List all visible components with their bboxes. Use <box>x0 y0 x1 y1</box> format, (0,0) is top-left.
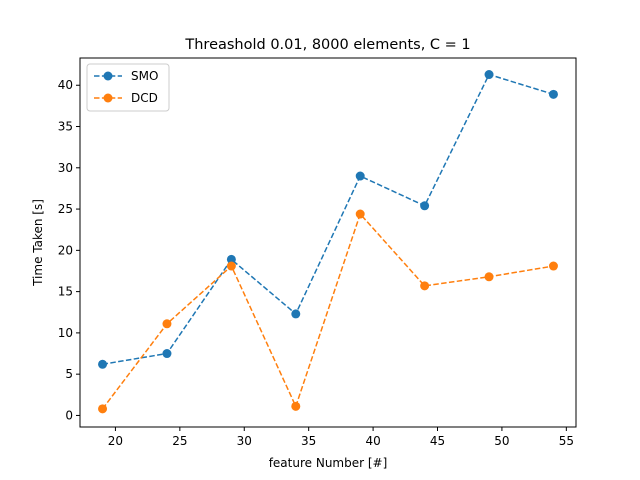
x-tick-label: 55 <box>559 434 574 448</box>
y-tick-label: 15 <box>58 285 73 299</box>
x-tick-label: 50 <box>494 434 509 448</box>
data-point-smo <box>420 201 430 211</box>
series-line-smo <box>102 73 554 365</box>
legend-label: SMO <box>131 69 158 83</box>
x-axis-label: feature Number [#] <box>269 456 388 470</box>
data-point-dcd <box>548 261 558 271</box>
plot-area <box>98 70 558 414</box>
x-axis: 20 25 30 35 40 45 50 55 <box>108 427 574 448</box>
y-tick-label: 10 <box>58 326 73 340</box>
y-tick-label: 20 <box>58 243 73 257</box>
y-tick-label: 30 <box>58 161 73 175</box>
legend-item-smo: SMO <box>94 69 158 83</box>
series-dcd <box>98 209 558 414</box>
data-point-smo <box>484 70 494 80</box>
data-point-dcd <box>226 261 236 271</box>
data-point-dcd <box>162 319 172 329</box>
y-tick-label: 40 <box>58 78 73 92</box>
y-axis-label: Time Taken [s] <box>31 199 45 287</box>
series-line-dcd <box>101 212 554 410</box>
data-point-smo <box>548 89 558 99</box>
data-point-dcd <box>420 281 430 291</box>
series-smo <box>98 70 558 369</box>
x-tick-label: 35 <box>301 434 316 448</box>
legend-item-dcd: DCD <box>94 91 158 105</box>
y-axis: 0 5 10 15 20 25 30 35 40 <box>58 78 80 422</box>
data-point-smo <box>98 359 108 369</box>
data-point-dcd <box>291 401 301 411</box>
data-point-dcd <box>355 209 365 219</box>
data-point-dcd <box>98 404 108 414</box>
x-tick-label: 20 <box>108 434 123 448</box>
axes-frame <box>79 57 577 428</box>
data-point-smo <box>355 171 365 181</box>
y-tick-label: 5 <box>65 367 73 381</box>
x-tick-label: 30 <box>237 434 252 448</box>
data-point-smo <box>162 349 172 359</box>
y-tick-label: 25 <box>58 202 73 216</box>
x-tick-label: 25 <box>172 434 187 448</box>
data-point-dcd <box>484 272 494 282</box>
legend: SMO DCD <box>86 63 170 112</box>
y-tick-label: 0 <box>65 408 73 422</box>
x-tick-label: 45 <box>430 434 445 448</box>
legend-label: DCD <box>131 91 158 105</box>
legend-marker <box>103 93 113 103</box>
x-tick-label: 40 <box>365 434 380 448</box>
data-point-smo <box>291 309 301 319</box>
legend-marker <box>103 71 113 81</box>
data-point-smo <box>226 254 236 264</box>
chart-title: Threashold 0.01, 8000 elements, C = 1 <box>184 37 470 53</box>
y-tick-label: 35 <box>58 120 73 134</box>
